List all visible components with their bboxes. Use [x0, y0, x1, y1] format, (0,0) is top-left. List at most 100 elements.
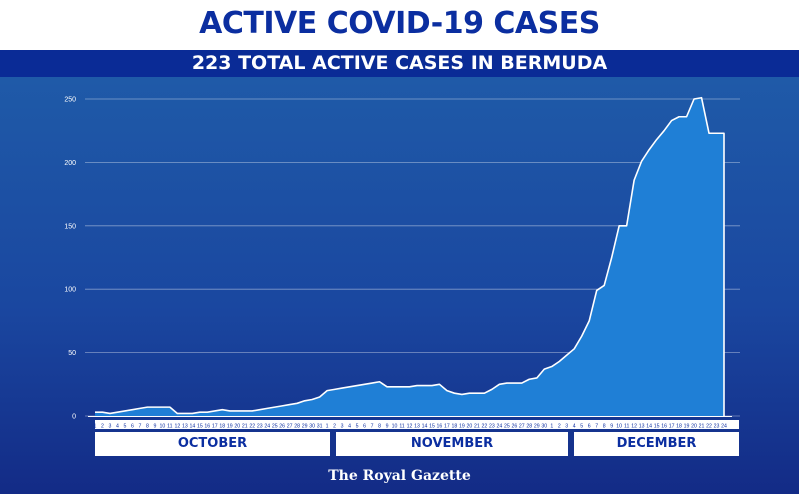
chart-title: ACTIVE COVID-19 CASES — [199, 6, 600, 41]
x-tick-label: 1 — [550, 424, 553, 430]
y-tick-label: 50 — [68, 350, 76, 357]
x-tick-label: 22 — [481, 424, 487, 430]
x-tick-label: 24 — [264, 424, 270, 430]
x-tick-label: 19 — [684, 424, 690, 430]
x-tick-label: 15 — [654, 424, 660, 430]
x-tick-label: 8 — [378, 424, 381, 430]
x-tick-label: 2 — [333, 424, 336, 430]
month-label-october: OCTOBER — [95, 432, 330, 456]
x-tick-label: 1 — [326, 424, 329, 430]
series-line — [95, 96, 725, 416]
month-label-december: DECEMBER — [574, 432, 739, 456]
x-tick-label: 13 — [414, 424, 420, 430]
x-tick-label: 21 — [242, 424, 248, 430]
y-tick-label: 100 — [64, 287, 76, 294]
x-tick-label: 21 — [699, 424, 705, 430]
x-tick-label: 9 — [610, 424, 613, 430]
x-tick-label: 17 — [212, 424, 218, 430]
x-tick-label: 3 — [565, 424, 568, 430]
x-tick-label: 17 — [669, 424, 675, 430]
x-tick-label: 7 — [595, 424, 598, 430]
x-tick-label: 19 — [459, 424, 465, 430]
x-tick-label: 12 — [407, 424, 413, 430]
x-tick-label: 9 — [386, 424, 389, 430]
x-tick-label: 26 — [511, 424, 517, 430]
x-tick-label: 11 — [399, 424, 404, 430]
y-tick-label: 0 — [72, 414, 76, 421]
x-tick-label: 14 — [422, 424, 428, 430]
x-tick-label: 12 — [631, 424, 637, 430]
x-tick-label: 6 — [588, 424, 591, 430]
x-tick-label: 3 — [109, 424, 112, 430]
x-tick-label: 27 — [519, 424, 525, 430]
y-tick-label: 250 — [64, 97, 76, 104]
x-tick-label: 24 — [496, 424, 502, 430]
area-fill — [95, 97, 724, 416]
x-tick-label: 7 — [138, 424, 141, 430]
x-tick-label: 16 — [204, 424, 210, 430]
x-tick-label: 23 — [489, 424, 495, 430]
x-tick-label: 30 — [309, 424, 315, 430]
x-tick-label: 10 — [616, 424, 622, 430]
publisher-credit: The Royal Gazette — [328, 468, 471, 484]
x-tick-label: 14 — [189, 424, 195, 430]
x-tick-label: 16 — [437, 424, 443, 430]
x-tick-label: 17 — [444, 424, 450, 430]
x-tick-label: 15 — [197, 424, 203, 430]
month-label-november: NOVEMBER — [336, 432, 568, 456]
x-tick-label: 18 — [219, 424, 225, 430]
x-tick-label: 29 — [302, 424, 308, 430]
x-tick-label: 21 — [474, 424, 480, 430]
x-tick-label: 18 — [676, 424, 682, 430]
x-tick-label: 1 — [94, 424, 97, 430]
x-tick-label: 20 — [467, 424, 473, 430]
x-tick-label: 23 — [257, 424, 263, 430]
x-tick-label: 2 — [558, 424, 561, 430]
x-tick-label: 3 — [341, 424, 344, 430]
x-tick-label: 26 — [279, 424, 285, 430]
x-tick-label: 14 — [646, 424, 652, 430]
x-tick-label: 25 — [272, 424, 278, 430]
y-tick-label: 200 — [64, 160, 76, 167]
subtitle-banner: 223 TOTAL ACTIVE CASES IN BERMUDA — [0, 50, 799, 77]
x-tick-label: 19 — [227, 424, 233, 430]
x-tick-label: 4 — [348, 424, 351, 430]
x-tick-label: 10 — [159, 424, 165, 430]
x-tick-label: 23 — [714, 424, 720, 430]
x-tick-label: 22 — [249, 424, 255, 430]
x-tick-label: 4 — [573, 424, 576, 430]
x-tick-label: 11 — [167, 424, 172, 430]
x-tick-label: 29 — [534, 424, 540, 430]
x-tick-label: 20 — [691, 424, 697, 430]
x-tick-label: 30 — [541, 424, 547, 430]
x-tick-label: 9 — [153, 424, 156, 430]
x-tick-label: 13 — [639, 424, 645, 430]
x-tick-label: 7 — [371, 424, 374, 430]
x-tick-label: 4 — [116, 424, 119, 430]
x-tick-label: 16 — [661, 424, 667, 430]
x-tick-label: 10 — [392, 424, 398, 430]
x-tick-label: 18 — [452, 424, 458, 430]
x-tick-label: 25 — [504, 424, 510, 430]
x-tick-label: 13 — [182, 424, 188, 430]
x-tick-label: 12 — [174, 424, 180, 430]
x-tick-label: 22 — [706, 424, 712, 430]
x-tick-label: 6 — [131, 424, 134, 430]
x-tick-label: 6 — [363, 424, 366, 430]
day-label-strip — [95, 420, 739, 429]
x-tick-label: 15 — [429, 424, 435, 430]
x-tick-label: 11 — [624, 424, 629, 430]
x-tick-label: 2 — [101, 424, 104, 430]
x-tick-label: 5 — [356, 424, 359, 430]
x-tick-label: 28 — [526, 424, 532, 430]
x-tick-label: 24 — [721, 424, 727, 430]
y-tick-label: 150 — [64, 223, 76, 230]
x-tick-label: 8 — [603, 424, 606, 430]
x-tick-label: 8 — [146, 424, 149, 430]
x-tick-label: 31 — [317, 424, 323, 430]
x-tick-label: 20 — [234, 424, 240, 430]
x-tick-label: 28 — [294, 424, 300, 430]
x-tick-label: 27 — [287, 424, 293, 430]
x-tick-label: 5 — [580, 424, 583, 430]
